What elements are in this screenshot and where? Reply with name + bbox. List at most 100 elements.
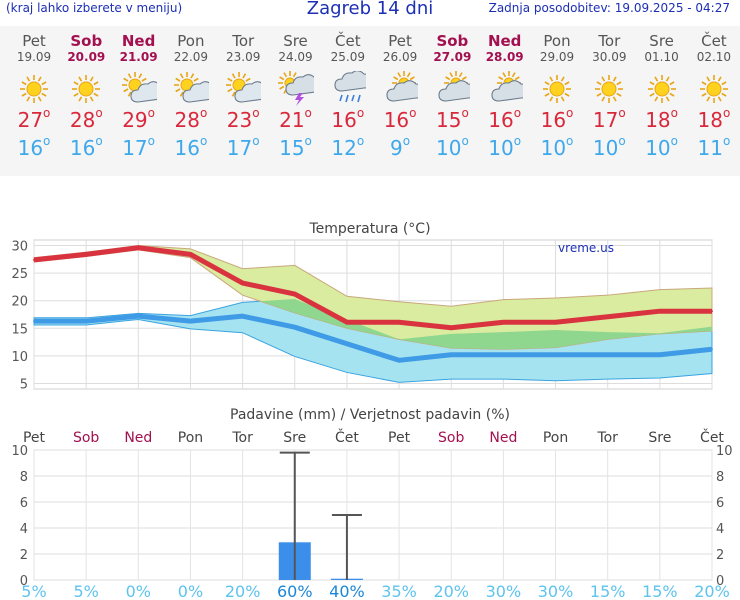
day-date: 02.10 xyxy=(696,50,732,64)
data-point xyxy=(711,310,713,313)
day-date: 01.10 xyxy=(644,50,679,64)
min-temperature: 15o xyxy=(279,134,312,160)
data-point xyxy=(502,321,505,324)
min-temperature: 10o xyxy=(435,134,469,160)
y-tick-label: 6 xyxy=(20,496,28,511)
day-name: Sre xyxy=(649,32,674,50)
precipitation-probability: 15% xyxy=(642,582,678,600)
x-tick-label: Ned xyxy=(124,430,152,446)
data-point xyxy=(189,320,192,323)
x-tick-label: Čet xyxy=(700,428,724,446)
max-temperature: 15o xyxy=(435,106,469,132)
day-date: 19.09 xyxy=(16,50,52,64)
precipitation-chart: Padavine (mm) / Verjetnost padavin (%) Pe… xyxy=(11,407,733,600)
day-name: Pon xyxy=(177,32,205,50)
precipitation-probability: 40% xyxy=(329,582,365,600)
day-name: Sob xyxy=(70,32,103,50)
plot-area xyxy=(33,449,713,581)
y-tick-label: 10 xyxy=(11,350,28,365)
forecast-day: Ned 28.09 16o 10o xyxy=(479,26,531,162)
x-tick-label: Sre xyxy=(648,430,671,446)
x-tick-label: Ned xyxy=(489,430,517,446)
forecast-day: Pon 22.09 28o 16o xyxy=(165,26,217,162)
max-temperature: 18o xyxy=(697,106,731,132)
y-tick-label-right: 8 xyxy=(716,470,724,485)
day-name: Sob xyxy=(436,32,469,50)
x-tick-label: Tor xyxy=(231,430,253,446)
day-date: 22.09 xyxy=(173,50,209,64)
forecast-day: Sob 20.09 28o 16o xyxy=(60,26,112,162)
data-point xyxy=(85,253,88,256)
y-tick-label-right: 2 xyxy=(716,548,724,563)
day-date: 20.09 xyxy=(67,50,106,64)
min-temperature: 10o xyxy=(645,134,678,160)
precipitation-probability: 0% xyxy=(178,582,203,600)
data-point xyxy=(241,315,244,318)
y-tick-label: 4 xyxy=(20,522,28,537)
y-tick-label-right: 10 xyxy=(716,444,733,459)
forecast-day: Tor 30.09 17o 10o xyxy=(583,26,635,162)
min-temperature: 16o xyxy=(17,134,51,160)
data-point xyxy=(450,353,453,356)
data-point xyxy=(606,315,609,318)
data-point xyxy=(293,293,296,296)
forecast-day: Ned 21.09 29o 17o xyxy=(113,26,165,162)
sun-icon xyxy=(531,70,583,108)
forecast-day: Sre 01.10 18o 10o xyxy=(636,26,688,162)
data-point xyxy=(241,282,244,285)
sun-cloud-icon xyxy=(217,70,269,108)
day-name: Čet xyxy=(335,32,361,50)
precipitation-probability: 5% xyxy=(21,582,46,600)
data-point xyxy=(711,348,713,351)
precipitation-probability: 20% xyxy=(694,582,730,600)
max-temperature: 17o xyxy=(592,106,626,132)
day-date: 29.09 xyxy=(539,50,575,64)
data-point xyxy=(554,353,557,356)
sun-cloud-icon xyxy=(165,70,217,108)
max-temperature: 21o xyxy=(279,106,312,132)
data-point xyxy=(85,320,88,323)
forecast-day: Pon 29.09 16o 10o xyxy=(531,26,583,162)
day-name: Pet xyxy=(22,32,46,50)
x-tick-label: Sob xyxy=(73,430,99,446)
data-point xyxy=(137,315,140,318)
cloud-sun-icon xyxy=(479,70,531,108)
data-point xyxy=(345,342,348,345)
max-temperature: 23o xyxy=(226,106,260,132)
y-tick-label: 10 xyxy=(11,444,28,459)
y-tick-label: 5 xyxy=(20,377,28,392)
max-temperature: 16o xyxy=(331,106,365,132)
x-tick-label: Pon xyxy=(178,430,203,446)
data-point xyxy=(33,320,35,323)
x-tick-label: Tor xyxy=(596,430,618,446)
cloud-sun-icon xyxy=(426,70,478,108)
precipitation-probability: 20% xyxy=(225,582,261,600)
precipitation-probability: 0% xyxy=(126,582,151,600)
sun-cloud-icon xyxy=(113,70,165,108)
day-name: Tor xyxy=(232,32,255,50)
precipitation-probability: 35% xyxy=(381,582,417,600)
y-tick-label: 15 xyxy=(11,322,28,337)
min-temperature: 11o xyxy=(697,134,731,160)
location-menu-note[interactable]: (kraj lahko izberete v meniju) xyxy=(6,1,183,15)
watermark: vreme.us xyxy=(558,241,614,255)
forecast-day: Sob 27.09 15o 10o xyxy=(426,26,478,162)
data-point xyxy=(450,326,453,329)
page-title: Zagreb 14 dni xyxy=(306,0,434,19)
max-temperature: 27o xyxy=(17,106,51,132)
x-tick-label: Pet xyxy=(388,430,411,446)
precipitation-probability: 60% xyxy=(277,582,313,600)
day-name: Sre xyxy=(283,32,308,50)
data-point xyxy=(658,353,661,356)
max-temperature: 28o xyxy=(174,106,208,132)
max-temperature: 16o xyxy=(540,106,574,132)
max-temperature: 29o xyxy=(122,106,155,132)
min-temperature: 17o xyxy=(122,134,155,160)
day-name: Ned xyxy=(487,32,522,50)
precipitation-probability: 15% xyxy=(590,582,626,600)
chart-title: Temperatura (°C) xyxy=(308,221,430,237)
min-temperature: 12o xyxy=(331,134,365,160)
forecast-day: Pet 19.09 27o 16o xyxy=(8,26,60,162)
data-point xyxy=(398,359,401,362)
min-temperature: 16o xyxy=(174,134,208,160)
